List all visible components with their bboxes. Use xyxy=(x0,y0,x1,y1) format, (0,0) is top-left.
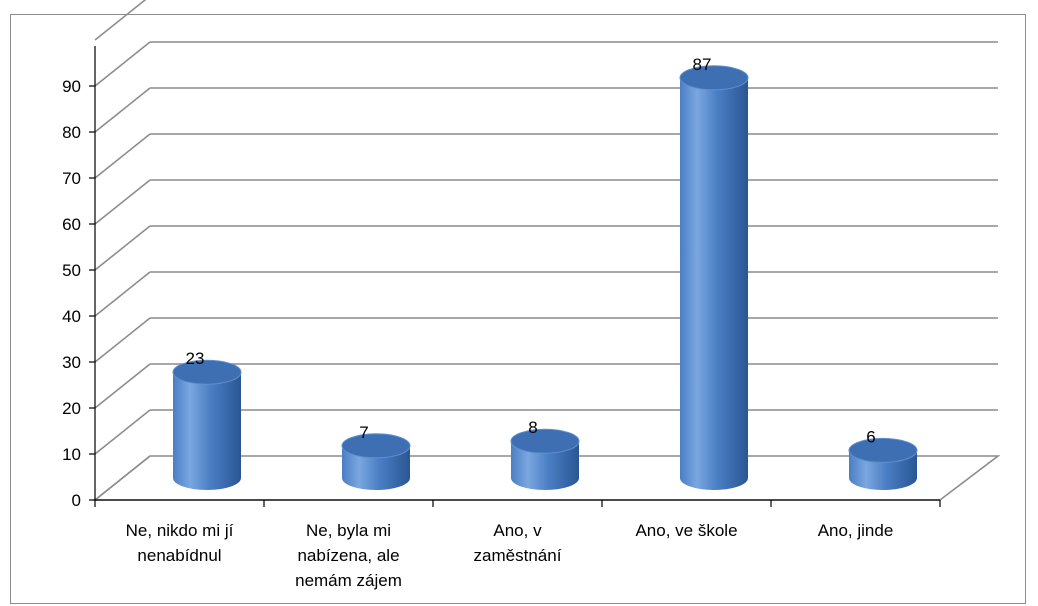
gridline-side xyxy=(94,225,151,271)
bar xyxy=(342,445,410,490)
gridline-side xyxy=(94,0,147,41)
bar-top xyxy=(679,65,749,91)
y-tick-label: 10 xyxy=(62,445,81,464)
data-label: 8 xyxy=(528,418,537,437)
bar-top xyxy=(848,437,918,463)
data-label: 6 xyxy=(866,427,875,446)
gridline-side xyxy=(94,179,151,225)
data-label: 23 xyxy=(186,349,205,368)
data-label: 87 xyxy=(693,55,712,74)
gridline-side xyxy=(94,317,151,363)
y-tick-label: 30 xyxy=(62,353,81,372)
bar xyxy=(511,441,579,490)
x-tick-label: Ano, jinde xyxy=(818,521,894,540)
y-tick-label: 70 xyxy=(62,169,81,188)
gridline-side xyxy=(94,363,151,409)
y-tick-label: 40 xyxy=(62,307,81,326)
x-tick-label: Ano, v zaměstnání xyxy=(474,521,562,565)
x-tick-label: Ne, byla mi nabízena, ale nemám zájem xyxy=(295,521,402,590)
y-tick-label: 20 xyxy=(62,399,81,418)
gridline-side xyxy=(94,41,151,87)
bar xyxy=(680,77,748,491)
y-tick-label: 60 xyxy=(62,215,81,234)
gridline-side xyxy=(94,409,151,455)
chart-frame xyxy=(10,14,1026,604)
x-tick-label: Ne, nikdo mi jí nenabídnul xyxy=(126,521,234,565)
gridline-side xyxy=(94,133,151,179)
y-tick-label: 0 xyxy=(72,491,81,510)
y-tick-label: 90 xyxy=(62,77,81,96)
y-tick-label: 50 xyxy=(62,261,81,280)
x-tick-label: Ano, ve škole xyxy=(635,521,737,540)
gridline-side xyxy=(94,271,151,317)
bar-top xyxy=(510,428,580,454)
gridline-side xyxy=(94,87,151,133)
bar-top xyxy=(172,359,242,385)
bar-top xyxy=(341,433,411,459)
y-tick-label: 80 xyxy=(62,123,81,142)
bar xyxy=(173,372,241,490)
data-label: 7 xyxy=(359,423,368,442)
